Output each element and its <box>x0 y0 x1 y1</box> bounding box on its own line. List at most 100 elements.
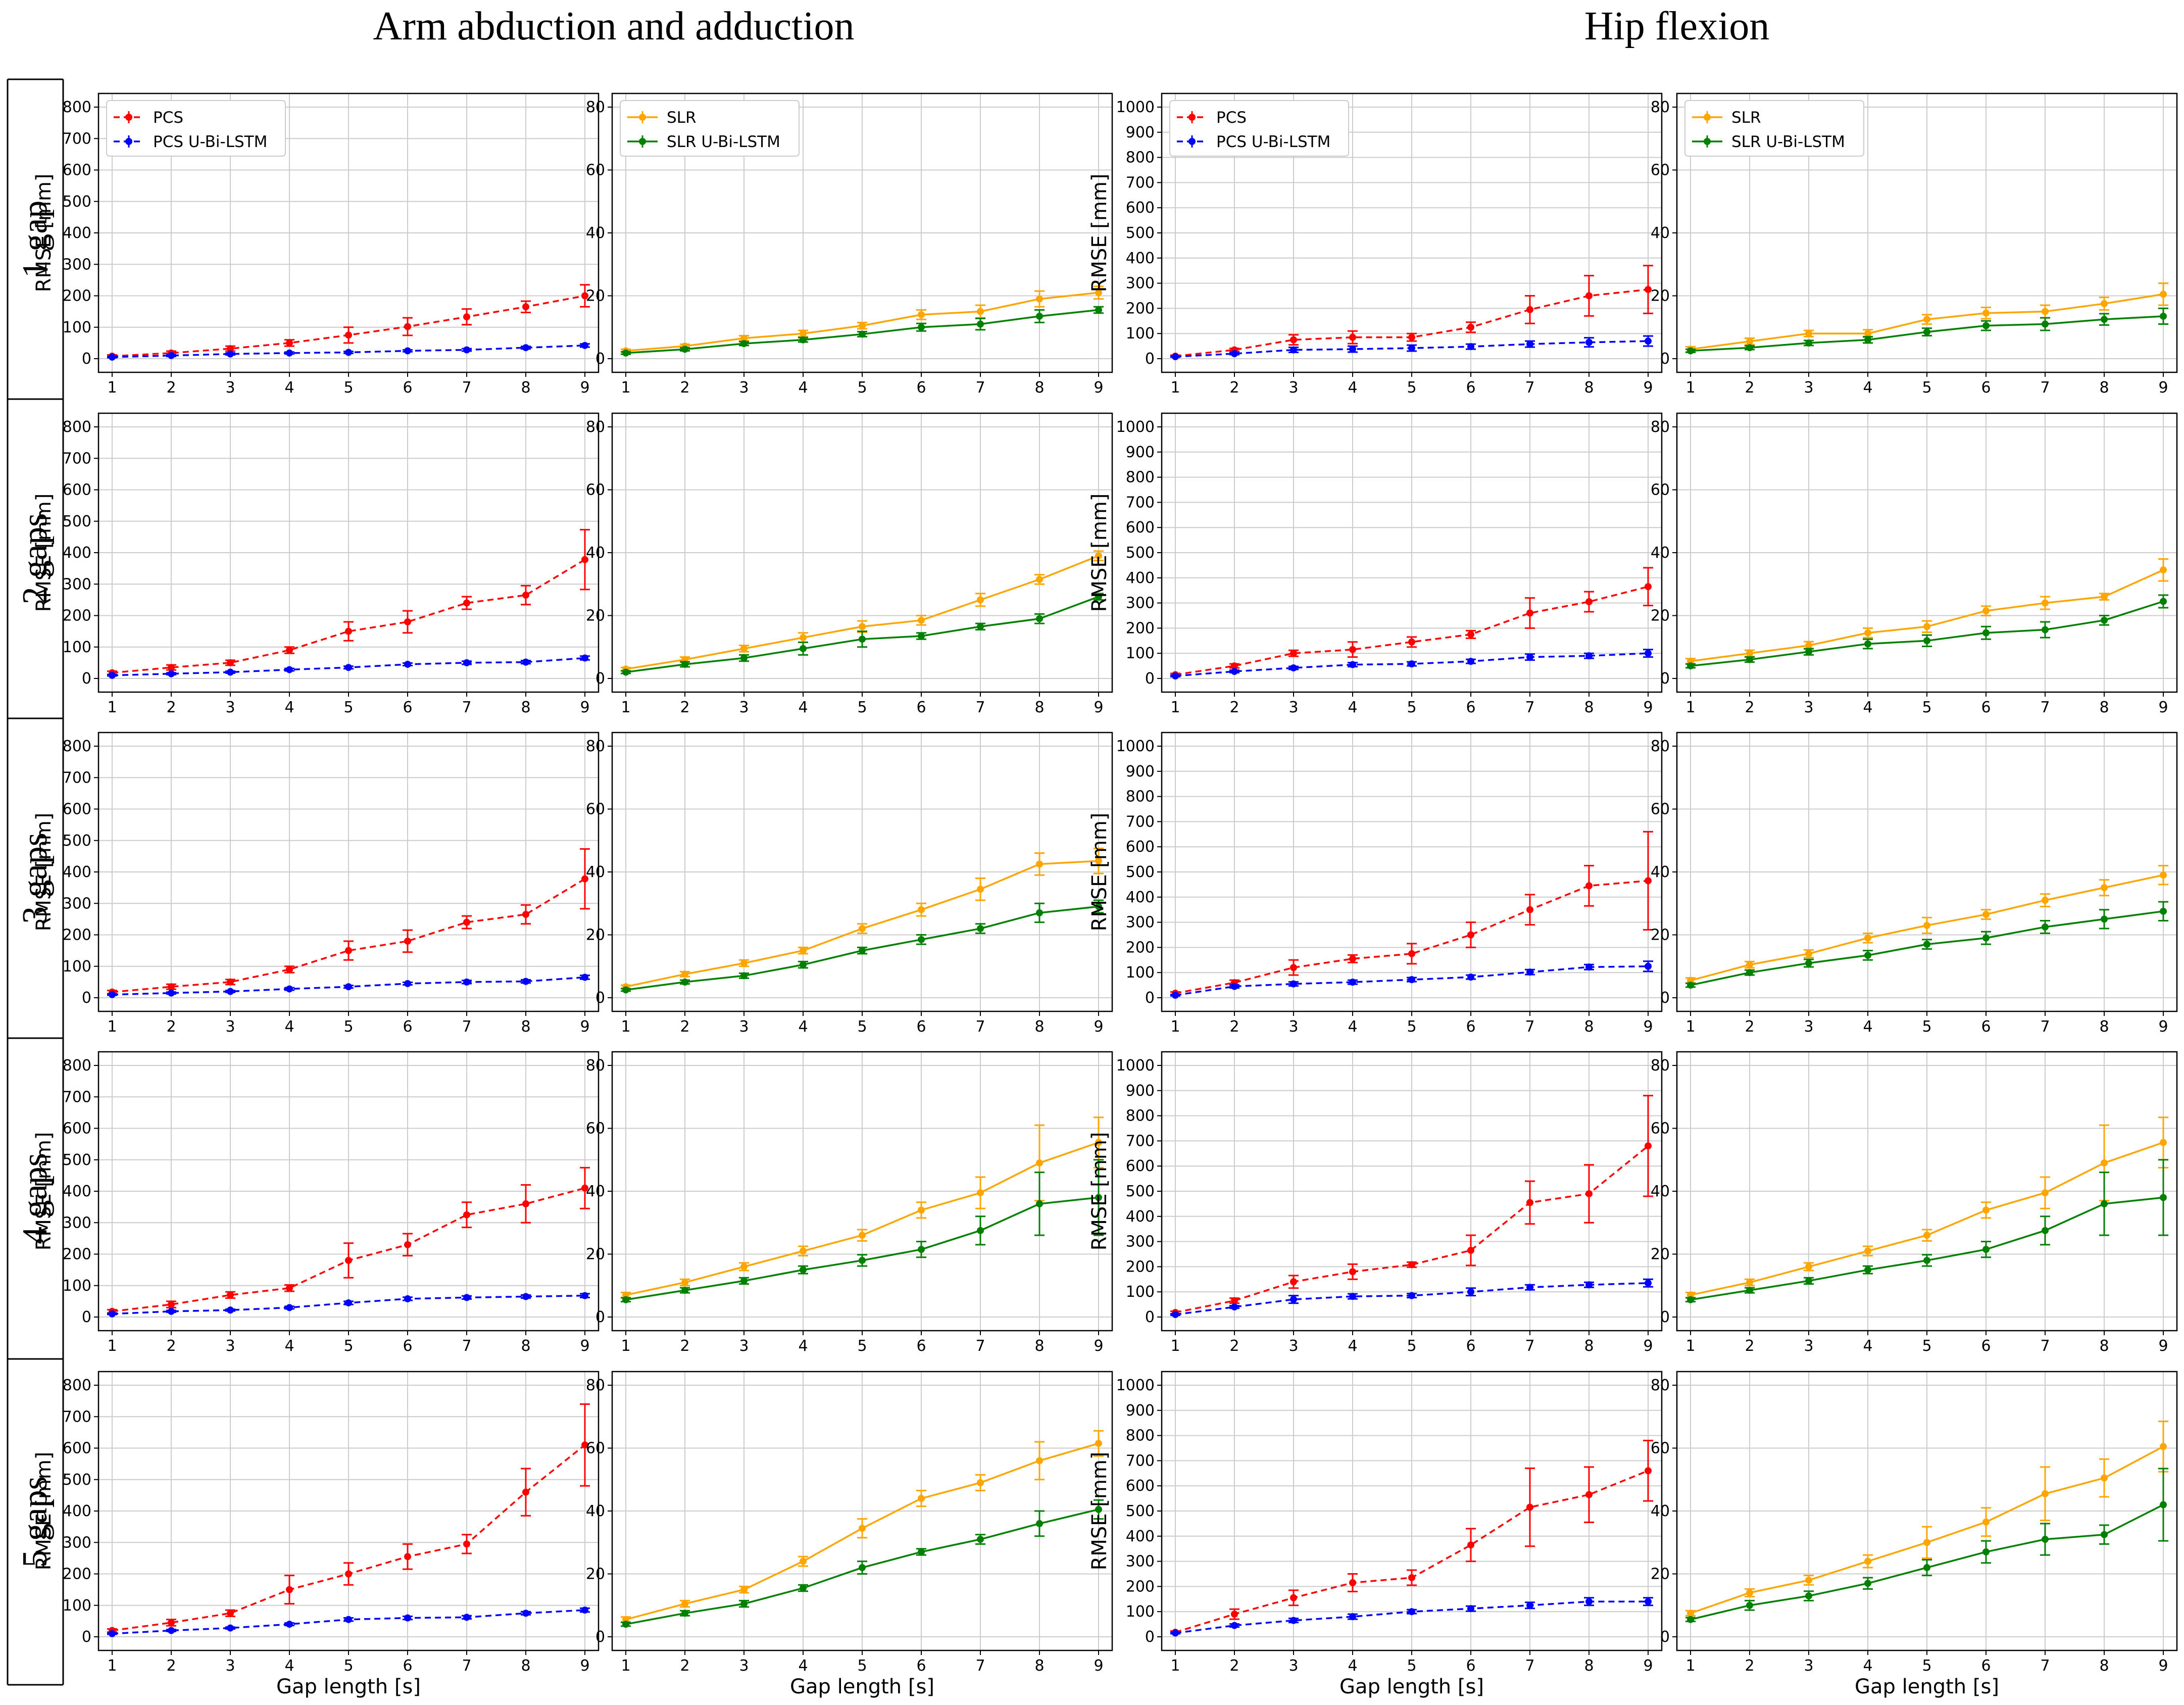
y-tick-label: 400 <box>1126 1528 1155 1545</box>
data-point <box>1687 982 1694 989</box>
data-point <box>1923 623 1930 630</box>
x-tick-label: 2 <box>1745 1657 1754 1675</box>
y-tick-label: 0 <box>1660 989 1670 1007</box>
data-point <box>1746 1601 1753 1609</box>
x-tick-label: 6 <box>916 1337 926 1355</box>
row-label: 3 gaps <box>16 833 55 924</box>
x-tick-label: 5 <box>857 699 867 716</box>
legend-marker <box>1188 138 1196 145</box>
chart-panel-hip-slr-2gaps: 1 2 3 4 5 6 7 8 9 0 20 40 60 80 <box>1651 412 2178 716</box>
x-tick-label: 3 <box>1288 1337 1298 1355</box>
data-point <box>918 936 925 943</box>
data-point <box>522 1200 529 1207</box>
data-point <box>681 970 688 978</box>
x-tick-label: 3 <box>739 1337 749 1355</box>
data-point <box>1687 1610 1694 1617</box>
data-point <box>1805 950 1812 957</box>
y-tick-label: 700 <box>1126 494 1155 511</box>
x-tick-label: 4 <box>1863 1337 1872 1355</box>
x-tick-label: 5 <box>343 1337 353 1355</box>
data-point <box>1645 1142 1652 1150</box>
x-tick-label: 5 <box>1922 379 1931 397</box>
data-point <box>859 1256 866 1264</box>
data-point <box>1585 598 1593 606</box>
data-point <box>1231 662 1238 670</box>
data-point <box>1467 343 1474 351</box>
data-point <box>345 947 352 954</box>
series-slr-u-bi-lstm <box>621 593 1104 676</box>
series-slr <box>621 1116 1104 1299</box>
series-pcs <box>1170 265 1653 360</box>
y-tick-label: 60 <box>1651 1120 1670 1138</box>
x-tick-label: 4 <box>284 379 294 397</box>
y-tick-label: 0 <box>1660 1628 1670 1646</box>
series-pcs-u-bi-lstm <box>1170 335 1653 361</box>
y-tick-label: 600 <box>63 481 91 499</box>
legend-marker <box>1704 114 1711 121</box>
series-slr-u-bi-lstm <box>621 1159 1104 1303</box>
x-tick-label: 3 <box>739 699 749 716</box>
data-point <box>740 334 748 342</box>
data-point <box>1645 1598 1652 1605</box>
chart-panel-arm-pcs-2gaps: 1 2 3 4 5 6 7 8 9 0 100 200 300 400 500 600 700 800 RMSE [… <box>32 412 600 716</box>
x-tick-label: 4 <box>798 1018 808 1036</box>
data-point <box>1746 344 1753 352</box>
data-point <box>1290 664 1297 672</box>
data-point <box>109 1310 116 1318</box>
data-point <box>1095 552 1102 560</box>
x-tick-label: 3 <box>739 379 749 397</box>
data-point <box>977 1189 984 1197</box>
data-point <box>1805 642 1812 649</box>
y-tick-label: 80 <box>586 418 605 436</box>
x-tick-label: 7 <box>975 1018 985 1036</box>
x-tick-label: 6 <box>1466 1018 1475 1036</box>
data-point <box>977 1536 984 1543</box>
y-tick-label: 300 <box>63 256 91 273</box>
data-point <box>345 1256 352 1264</box>
y-tick-label: 0 <box>82 670 91 688</box>
data-point <box>1923 1564 1930 1572</box>
y-tick-label: 900 <box>1126 1402 1155 1420</box>
y-tick-label: 800 <box>63 738 91 755</box>
data-point <box>345 1570 352 1578</box>
data-point <box>1290 346 1297 354</box>
x-tick-label: 7 <box>462 1657 471 1675</box>
y-tick-label: 0 <box>1660 670 1670 688</box>
data-point <box>918 311 925 318</box>
y-tick-label: 300 <box>1126 1553 1155 1571</box>
x-tick-label: 7 <box>2040 1657 2050 1675</box>
row-label: 5 gaps <box>16 1476 55 1568</box>
data-point <box>977 886 984 893</box>
data-point <box>1408 333 1415 341</box>
x-tick-label: 8 <box>521 1337 530 1355</box>
data-point <box>1982 607 1990 615</box>
data-point <box>1467 658 1474 665</box>
x-tick-label: 9 <box>1643 1657 1653 1675</box>
chart-panel-arm-slr-4gaps: 1 2 3 4 5 6 7 8 9 0 20 40 60 80 <box>586 1051 1113 1355</box>
x-tick-label: 3 <box>225 699 235 716</box>
y-tick-label: 0 <box>1660 350 1670 368</box>
chart-panel-hip-slr-4gaps: 1 2 3 4 5 6 7 8 9 0 20 40 60 80 <box>1651 1051 2178 1355</box>
data-point <box>345 1616 352 1623</box>
data-point <box>1467 323 1474 331</box>
series-pcs-u-bi-lstm <box>1170 649 1653 680</box>
x-tick-label: 3 <box>1804 379 1813 397</box>
y-tick-label: 0 <box>595 989 605 1007</box>
chart-panel-hip-pcs-1gap: 1 2 3 4 5 6 7 8 9 0 100 200 300 400 500 600 700 800 900 100… <box>1088 92 1663 397</box>
y-tick-label: 100 <box>1126 645 1155 662</box>
legend: PCS PCS U-Bi-LSTM <box>1169 100 1349 157</box>
data-point <box>1467 1288 1474 1296</box>
y-tick-label: 800 <box>1126 469 1155 486</box>
data-point <box>1526 1284 1533 1291</box>
data-point <box>581 342 588 349</box>
data-point <box>1585 882 1593 890</box>
y-tick-label: 900 <box>1126 124 1155 141</box>
x-tick-label: 9 <box>1643 1337 1653 1355</box>
data-point <box>2042 1189 2049 1197</box>
x-tick-label: 7 <box>975 1337 985 1355</box>
y-tick-label: 700 <box>63 450 91 467</box>
x-tick-label: 1 <box>1685 699 1695 716</box>
data-point <box>1585 338 1593 346</box>
x-tick-label: 2 <box>1745 1337 1754 1355</box>
